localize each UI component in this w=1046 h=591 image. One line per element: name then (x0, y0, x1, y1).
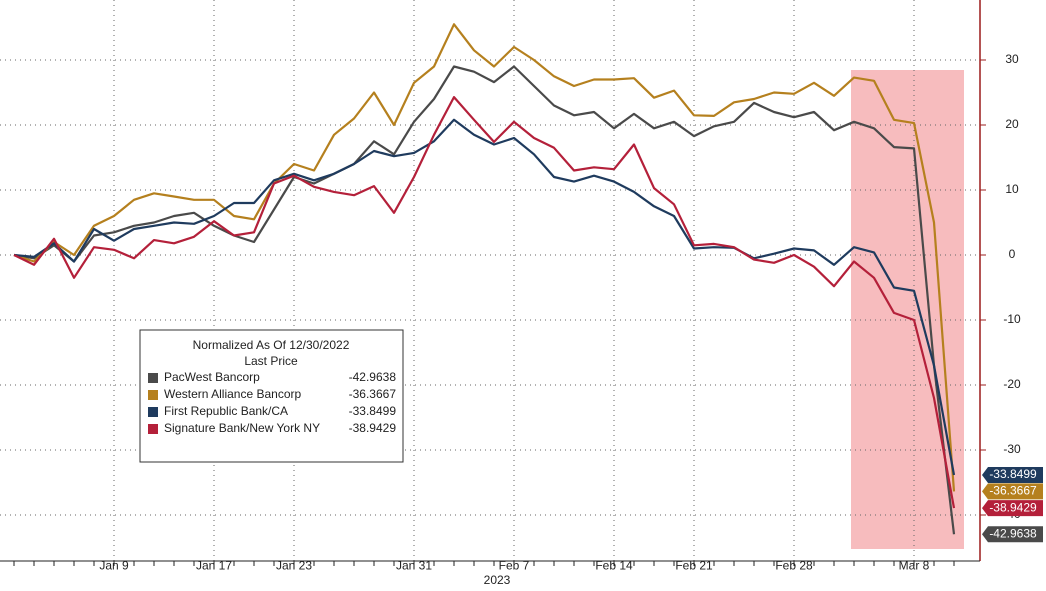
legend-value: -42.9638 (349, 370, 397, 384)
x-axis-label: 2023 (484, 573, 511, 587)
value-tag-label: -36.3667 (989, 484, 1037, 498)
series-line (13, 23, 956, 492)
legend-label: Signature Bank/New York NY (164, 421, 320, 435)
legend-value: -36.3667 (349, 387, 397, 401)
value-tag-label: -38.9429 (989, 500, 1037, 514)
legend-subtitle: Last Price (244, 354, 298, 368)
legend-swatch (148, 424, 158, 434)
x-tick-label: Feb 7 (499, 559, 530, 573)
legend-swatch (148, 390, 158, 400)
value-tag (982, 526, 1043, 543)
y-tick-label: 20 (1005, 117, 1019, 131)
y-tick-label: 10 (1005, 182, 1019, 196)
value-tag-label: -33.8499 (989, 467, 1037, 481)
legend-label: First Republic Bank/CA (164, 404, 288, 418)
x-tick-label: Feb 14 (595, 559, 633, 573)
lines (13, 23, 956, 535)
x-tick-label: Jan 23 (276, 559, 312, 573)
series-line (13, 96, 956, 509)
last-value-tags: -42.9638 -36.3667 -33.8499 -38.9429 (982, 467, 1043, 543)
legend-title: Normalized As Of 12/30/2022 (193, 338, 350, 352)
legend-value: -38.9429 (349, 421, 397, 435)
legend: Normalized As Of 12/30/2022 Last Price P… (139, 329, 404, 463)
x-tick-label: Mar 8 (899, 559, 930, 573)
x-tick-label: Jan 17 (196, 559, 232, 573)
x-tick-label: Feb 21 (675, 559, 713, 573)
series-line (13, 118, 956, 476)
legend-swatch (148, 407, 158, 417)
y-tick-label: -10 (1003, 312, 1021, 326)
value-tag (982, 483, 1043, 500)
legend-value: -33.8499 (349, 404, 397, 418)
value-tag (982, 467, 1043, 484)
x-tick-label: Feb 28 (775, 559, 813, 573)
legend-label: Western Alliance Bancorp (164, 387, 302, 401)
legend-swatch (148, 373, 158, 383)
x-tick-label: Jan 9 (99, 559, 129, 573)
legend-box (139, 329, 404, 463)
highlight-region (851, 70, 964, 549)
y-tick-label: -30 (1003, 442, 1021, 456)
series-line (13, 65, 956, 535)
x-tick-label: Jan 31 (396, 559, 432, 573)
value-tag-label: -42.9638 (989, 526, 1037, 540)
value-tag (982, 500, 1043, 517)
y-tick-label: 30 (1005, 52, 1019, 66)
y-tick-label: 0 (1009, 247, 1016, 261)
y-tick-label: -20 (1003, 377, 1021, 391)
legend-label: PacWest Bancorp (164, 370, 260, 384)
